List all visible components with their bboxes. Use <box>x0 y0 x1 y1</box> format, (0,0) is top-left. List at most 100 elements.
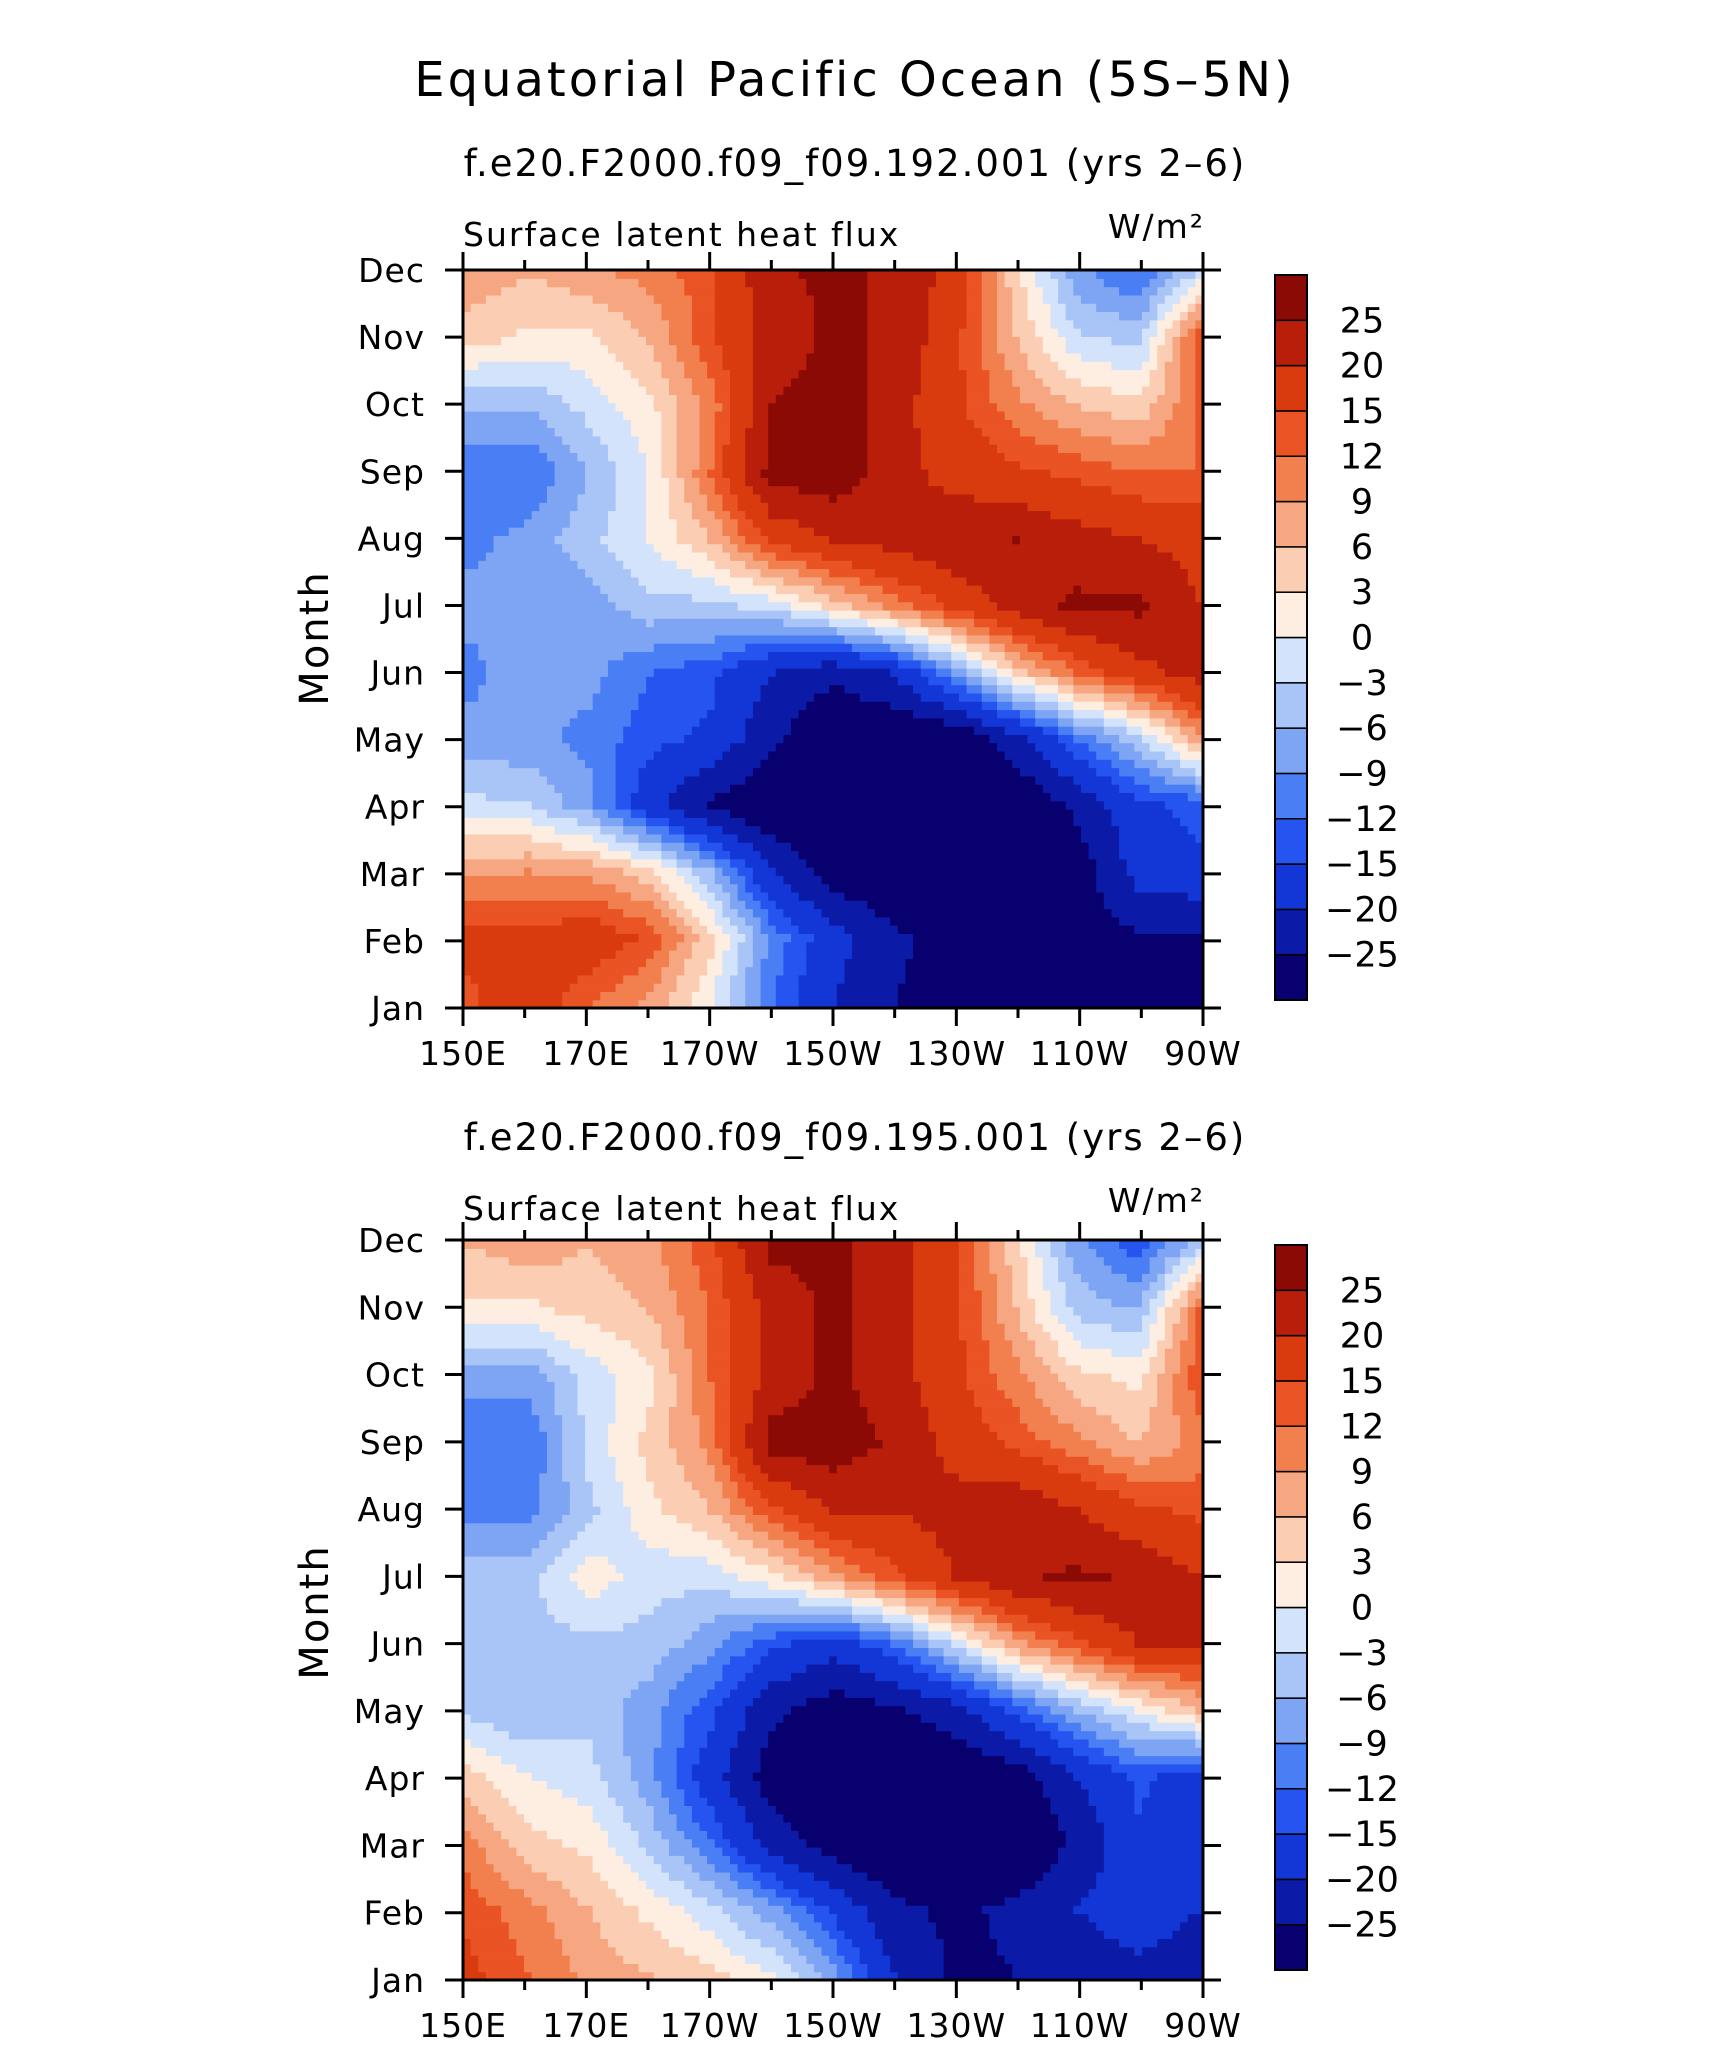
heatmap-cell <box>897 983 1204 993</box>
heatmap-cell <box>1035 701 1059 711</box>
heatmap-cell <box>745 1256 769 1266</box>
heatmap-cell <box>1058 1264 1074 1274</box>
heatmap-cell <box>653 1605 853 1615</box>
heatmap-cell <box>730 1431 746 1441</box>
heatmap-cell <box>463 1797 472 1806</box>
heatmap-cell <box>966 626 990 636</box>
heatmap-cell <box>920 1655 945 1665</box>
heatmap-cell <box>554 825 601 835</box>
heatmap-cell <box>1126 1730 1196 1740</box>
heatmap-cell <box>1119 1422 1151 1432</box>
heatmap-cell <box>699 875 716 885</box>
heatmap-cell <box>890 1639 914 1649</box>
heatmap-cell <box>554 784 594 793</box>
heatmap-cell <box>539 1481 571 1491</box>
heatmap-cell <box>676 1763 693 1773</box>
heatmap-cell <box>737 1531 769 1540</box>
heatmap-cell <box>928 643 952 653</box>
heatmap-cell <box>1073 775 1113 785</box>
heatmap-cell <box>585 1555 609 1565</box>
heatmap-cell <box>714 576 754 586</box>
heatmap-cell <box>745 875 754 885</box>
heatmap-cell <box>1027 643 1059 653</box>
heatmap-cell <box>1187 1264 1204 1274</box>
heatmap-cell <box>463 916 563 926</box>
heatmap-cell <box>1195 278 1204 288</box>
heatmap-cell <box>1019 460 1113 470</box>
heatmap-cell <box>463 1788 502 1798</box>
heatmap-cell <box>1050 1755 1090 1765</box>
heatmap-cell <box>1126 1713 1158 1723</box>
heatmap-cell <box>1172 1397 1196 1407</box>
heatmap-cell <box>1180 1314 1189 1324</box>
heatmap-cell <box>1149 701 1174 711</box>
heatmap-cell <box>951 626 968 636</box>
heatmap-cell <box>943 1946 998 1956</box>
heatmap-cell <box>1019 427 1082 437</box>
heatmap-cell <box>699 916 716 926</box>
colorbar-label: 6 <box>1351 1498 1373 1538</box>
heatmap-cell <box>1058 1722 1082 1732</box>
heatmap-cell <box>1012 1622 1052 1632</box>
heatmap-cell <box>463 328 517 337</box>
heatmap-cell <box>699 1780 731 1790</box>
heatmap-cell <box>1058 1738 1090 1748</box>
colorbar-box <box>1274 455 1308 503</box>
heatmap-cell <box>874 1921 937 1931</box>
heatmap-cell <box>478 361 571 371</box>
heatmap-cell <box>714 850 731 860</box>
heatmap-cell <box>1164 328 1181 337</box>
heatmap-cell <box>1019 767 1059 777</box>
heatmap-cell <box>653 949 670 959</box>
heatmap-cell <box>1058 1688 1090 1698</box>
heatmap-cell <box>981 701 998 711</box>
heatmap-cell <box>1157 1289 1166 1299</box>
heatmap-cell <box>752 1406 785 1416</box>
heatmap-cell <box>1050 1730 1074 1740</box>
heatmap-cell <box>569 518 609 528</box>
heatmap-cell <box>623 1572 739 1582</box>
heatmap-cell <box>951 1564 1067 1574</box>
heatmap-cell <box>463 1863 495 1873</box>
heatmap-cell <box>989 634 1013 644</box>
heatmap-cell <box>1027 1289 1052 1299</box>
heatmap-cell <box>661 452 678 462</box>
heatmap-cell <box>1027 311 1052 321</box>
heatmap-cell <box>1035 659 1067 669</box>
heatmap-cell <box>1141 1289 1158 1299</box>
heatmap-cell <box>1050 759 1090 769</box>
heatmap-cell <box>852 941 914 951</box>
heatmap-cell <box>1065 659 1090 669</box>
heatmap-cell <box>737 502 769 512</box>
heatmap-cell <box>1141 361 1158 371</box>
heatmap-cell <box>722 469 746 478</box>
heatmap-cell <box>1027 668 1052 677</box>
heatmap-cell <box>463 1697 624 1707</box>
heatmap-cell <box>638 767 701 777</box>
heatmap-cell <box>1172 319 1181 329</box>
panel-2-axes: 150E 170E 170W 150W 130W 110W 90WJanFebMarAprM… <box>354 1221 1241 2045</box>
heatmap-cell <box>707 1331 731 1341</box>
heatmap-cell <box>714 949 723 959</box>
heatmap-cell <box>661 1730 685 1740</box>
heatmap-cell <box>714 1930 746 1940</box>
heatmap-cell <box>806 286 868 296</box>
heatmap-cell <box>859 651 899 661</box>
heatmap-cell <box>562 1464 586 1474</box>
heatmap-cell <box>920 1381 968 1391</box>
heatmap-cell <box>966 668 983 677</box>
heatmap-cell <box>1187 1281 1196 1291</box>
heatmap-cell <box>722 1830 754 1840</box>
heatmap-cell <box>852 949 914 959</box>
heatmap-cell <box>752 328 815 337</box>
heatmap-cell <box>1180 817 1204 827</box>
heatmap-cell <box>623 1747 655 1757</box>
heatmap-cell <box>1141 535 1204 545</box>
heatmap-cell <box>714 560 746 570</box>
heatmap-cell <box>646 336 670 346</box>
heatmap-cell <box>897 999 1204 1009</box>
heatmap-cell <box>1134 651 1204 661</box>
heatmap-cell <box>463 775 548 785</box>
heatmap-cell <box>463 759 510 769</box>
heatmap-cell <box>806 278 868 288</box>
